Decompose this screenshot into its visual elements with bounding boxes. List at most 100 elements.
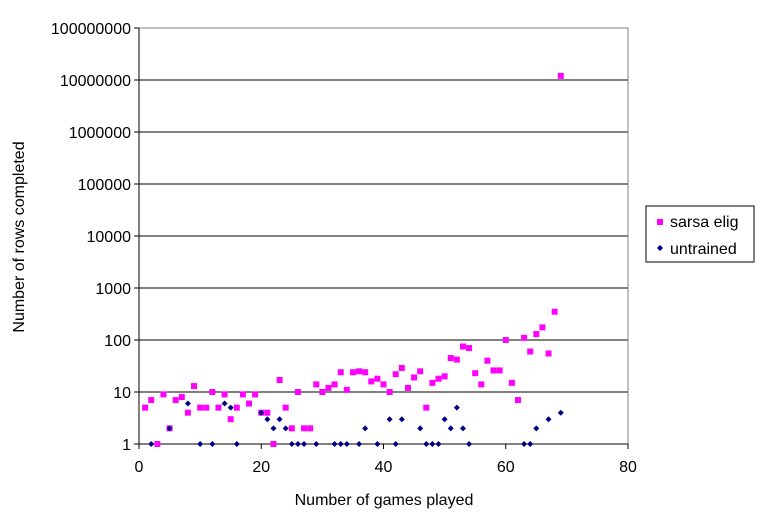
point-sarsa-elig: [521, 334, 528, 341]
point-sarsa-elig: [459, 343, 466, 350]
point-untrained: [374, 441, 381, 447]
y-tick-labels: 1 10 100 1000 10000 100000 1000000 10000000 1000…: [51, 21, 131, 454]
x-tick-label: 80: [619, 459, 637, 476]
point-untrained: [453, 404, 460, 411]
x-tick-label: 40: [375, 459, 393, 476]
point-untrained: [313, 441, 320, 447]
point-sarsa-elig: [233, 404, 240, 411]
point-sarsa-elig: [239, 391, 246, 398]
y-tick-label: 10: [113, 385, 131, 402]
point-sarsa-elig: [478, 381, 485, 388]
point-sarsa-elig: [429, 379, 436, 386]
point-sarsa-elig: [496, 367, 503, 374]
point-untrained: [258, 409, 265, 416]
point-sarsa-elig: [282, 404, 289, 411]
point-untrained: [557, 409, 564, 416]
point-sarsa-elig: [527, 348, 534, 355]
point-sarsa-elig: [386, 389, 393, 395]
point-untrained: [459, 425, 466, 432]
point-untrained: [184, 400, 191, 407]
point-sarsa-elig: [545, 350, 552, 357]
point-untrained: [276, 416, 283, 423]
point-sarsa-elig: [178, 394, 185, 401]
point-sarsa-elig: [551, 308, 558, 315]
point-sarsa-elig: [411, 374, 418, 381]
point-sarsa-elig: [404, 384, 411, 391]
point-untrained: [264, 416, 271, 423]
point-sarsa-elig: [453, 356, 460, 363]
y-tick-label: 100000000: [51, 21, 131, 38]
point-untrained: [533, 425, 540, 432]
legend-label-sarsa-elig: sarsa elig: [670, 214, 738, 231]
x-tick-label: 0: [135, 459, 144, 476]
point-sarsa-elig: [154, 441, 161, 447]
point-sarsa-elig: [539, 324, 546, 331]
legend-box: [645, 205, 755, 263]
legend-marker-sarsa-elig: [657, 219, 663, 225]
point-sarsa-elig: [203, 404, 210, 411]
y-tick-label: 100: [104, 333, 131, 350]
point-sarsa-elig: [307, 425, 314, 432]
point-untrained: [429, 441, 436, 447]
y-tick-label: 1000000: [69, 125, 131, 142]
point-untrained: [337, 441, 344, 447]
point-sarsa-elig: [502, 337, 509, 343]
point-sarsa-elig: [313, 381, 320, 388]
point-sarsa-elig: [227, 416, 234, 423]
point-untrained: [282, 425, 289, 432]
point-sarsa-elig: [435, 375, 442, 382]
point-untrained: [301, 441, 308, 447]
point-sarsa-elig: [472, 370, 479, 377]
point-sarsa-elig: [142, 404, 149, 411]
point-sarsa-elig: [356, 368, 363, 375]
point-sarsa-elig: [514, 397, 521, 404]
point-sarsa-elig: [490, 367, 497, 374]
point-sarsa-elig: [160, 391, 167, 398]
point-sarsa-elig: [148, 397, 155, 404]
point-untrained: [441, 416, 448, 423]
point-untrained: [197, 441, 204, 447]
point-untrained: [343, 441, 350, 447]
point-untrained: [294, 441, 301, 447]
point-sarsa-elig: [484, 357, 491, 364]
point-untrained: [362, 425, 369, 432]
x-axis-title: Number of games played: [295, 492, 474, 509]
data-points: [142, 72, 564, 447]
x-tick-label: 60: [497, 459, 515, 476]
point-sarsa-elig: [398, 364, 405, 371]
point-untrained: [233, 441, 240, 447]
point-sarsa-elig: [423, 404, 430, 411]
legend-label-untrained: untrained: [670, 241, 737, 258]
point-sarsa-elig: [325, 384, 332, 391]
point-sarsa-elig: [349, 369, 356, 376]
point-sarsa-elig: [337, 369, 344, 376]
point-untrained: [392, 441, 399, 447]
point-sarsa-elig: [374, 375, 381, 382]
point-sarsa-elig: [319, 389, 326, 395]
point-sarsa-elig: [221, 391, 228, 398]
point-sarsa-elig: [362, 369, 369, 376]
point-sarsa-elig: [276, 377, 283, 384]
point-untrained: [166, 425, 173, 432]
axes: [134, 27, 629, 449]
y-tick-label: 10000: [87, 229, 132, 246]
point-sarsa-elig: [197, 404, 204, 411]
point-untrained: [527, 441, 534, 447]
point-untrained: [386, 416, 393, 423]
point-untrained: [356, 441, 363, 447]
point-sarsa-elig: [301, 425, 308, 432]
point-sarsa-elig: [417, 368, 424, 375]
legend: sarsa elig untrained: [645, 205, 755, 263]
point-untrained: [521, 441, 528, 447]
point-untrained: [221, 400, 228, 407]
point-sarsa-elig: [288, 425, 295, 432]
point-sarsa-elig: [184, 409, 191, 416]
y-tick-label: 1: [122, 437, 131, 454]
point-sarsa-elig: [392, 371, 399, 378]
point-sarsa-elig: [447, 355, 454, 362]
point-sarsa-elig: [380, 381, 387, 388]
point-sarsa-elig: [533, 331, 540, 338]
point-untrained: [288, 441, 295, 447]
point-sarsa-elig: [246, 400, 253, 407]
